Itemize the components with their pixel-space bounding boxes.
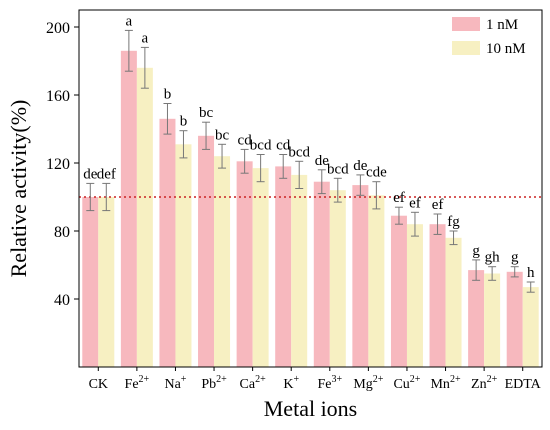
bar-1nm-1 <box>120 50 137 368</box>
bar-10nm-2 <box>175 144 192 367</box>
x-axis-label: Metal ions <box>264 396 358 421</box>
significance-label-0-3: bc <box>199 105 214 121</box>
bar-10nm-3 <box>214 156 231 367</box>
significance-label-1-10: gh <box>485 250 501 266</box>
bar-10nm-6 <box>329 190 346 367</box>
significance-label-0-2: b <box>164 87 172 103</box>
bar-1nm-5 <box>275 166 292 367</box>
y-tick-label-0: 40 <box>54 292 70 309</box>
significance-label-1-11: h <box>527 265 535 281</box>
bar-1nm-10 <box>468 270 485 367</box>
y-tick-label-3: 160 <box>46 88 70 105</box>
x-tick-label-0: CK <box>89 377 108 392</box>
plot-frame <box>78 9 543 368</box>
bar-1nm-3 <box>198 135 215 367</box>
x-tick-label-3: Pb2+ <box>201 374 227 392</box>
bar-1nm-8 <box>390 215 407 367</box>
y-axis-ticks: 40 80 120 160 200 <box>46 20 79 309</box>
legend-label-0: 1 nM <box>486 17 518 33</box>
bar-10nm-1 <box>136 67 153 368</box>
significance-label-1-3: bc <box>215 127 230 143</box>
x-tick-label-7: Mg2+ <box>353 374 383 392</box>
bar-10nm-0 <box>98 197 115 367</box>
bar-10nm-4 <box>252 168 269 367</box>
legend-swatch-1 <box>452 41 480 55</box>
x-tick-label-1: Fe2+ <box>125 374 150 392</box>
error-bars-layer <box>86 29 535 293</box>
bar-10nm-10 <box>484 273 501 367</box>
y-tick-label-4: 200 <box>46 20 70 37</box>
significance-label-1-8: ef <box>409 195 421 211</box>
x-tick-label-11: EDTA <box>505 377 542 392</box>
significance-label-1-6: bcd <box>327 161 349 177</box>
x-axis-ticks: CK Fe2+ Na+ Pb2+ Ca2+ K+ Fe3+ Mg2+ Cu2+ Mn2+ Zn2+ E… <box>89 367 542 392</box>
legend-swatch-0 <box>452 17 480 31</box>
significance-label-0-9: ef <box>432 197 444 213</box>
x-tick-label-5: K+ <box>283 374 299 392</box>
y-tick-label-1: 80 <box>54 224 70 241</box>
significance-label-0-1: a <box>126 13 133 29</box>
significance-label-0-6: de <box>315 153 330 169</box>
significance-label-0-4: cd <box>238 132 253 148</box>
x-tick-label-8: Cu2+ <box>393 374 420 392</box>
bar-1nm-9 <box>429 224 446 367</box>
significance-label-1-5: bcd <box>288 144 310 160</box>
significance-label-0-7: de <box>353 158 368 174</box>
significance-label-0-0: de <box>83 166 98 182</box>
x-tick-label-2: Na+ <box>164 374 186 392</box>
bar-1nm-7 <box>352 185 369 367</box>
bar-10nm-7 <box>368 195 385 367</box>
x-tick-label-4: Ca2+ <box>240 374 267 392</box>
significance-label-1-2: b <box>180 114 188 130</box>
legend-label-1: 10 nM <box>486 41 526 57</box>
significance-label-0-5: cd <box>276 138 291 154</box>
significance-label-1-1: a <box>142 30 149 46</box>
significance-label-1-7: cde <box>366 165 387 181</box>
bar-10nm-5 <box>291 174 308 367</box>
bar-1nm-6 <box>313 181 330 367</box>
x-tick-label-6: Fe3+ <box>317 374 342 392</box>
bar-10nm-11 <box>522 287 539 367</box>
bar-10nm-8 <box>406 224 423 367</box>
significance-label-0-11: g <box>511 250 519 266</box>
significance-label-1-0: def <box>97 166 116 182</box>
significance-label-0-8: ef <box>393 190 405 206</box>
bar-1nm-0 <box>82 197 99 367</box>
y-axis-label: Relative activity(%) <box>6 100 31 278</box>
bar-10nm-9 <box>445 237 462 367</box>
bar-1nm-11 <box>506 271 523 367</box>
x-tick-label-10: Zn2+ <box>471 374 498 392</box>
bar-1nm-2 <box>159 118 176 367</box>
significance-label-1-4: bcd <box>250 138 272 154</box>
significance-label-1-9: fg <box>447 214 460 230</box>
legend: 1 nM 10 nM <box>452 17 526 57</box>
bars-layer <box>82 50 539 368</box>
y-tick-label-2: 120 <box>46 156 70 173</box>
bar-1nm-4 <box>236 161 253 367</box>
x-tick-label-9: Mn2+ <box>430 374 460 392</box>
significance-label-0-10: g <box>472 243 480 259</box>
